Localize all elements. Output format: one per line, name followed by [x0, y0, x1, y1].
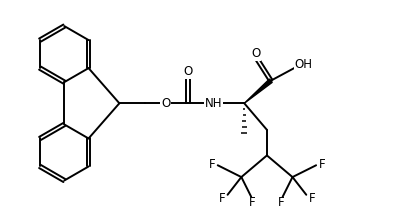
Text: NH: NH	[205, 97, 223, 110]
Text: F: F	[208, 158, 215, 171]
Text: F: F	[319, 158, 325, 171]
Text: O: O	[251, 47, 261, 60]
Text: F: F	[219, 192, 226, 205]
Text: F: F	[309, 192, 316, 205]
Polygon shape	[244, 79, 272, 103]
Text: OH: OH	[295, 58, 312, 71]
Text: F: F	[278, 196, 285, 209]
Text: O: O	[183, 65, 193, 78]
Text: O: O	[161, 97, 170, 110]
Text: F: F	[249, 196, 255, 209]
